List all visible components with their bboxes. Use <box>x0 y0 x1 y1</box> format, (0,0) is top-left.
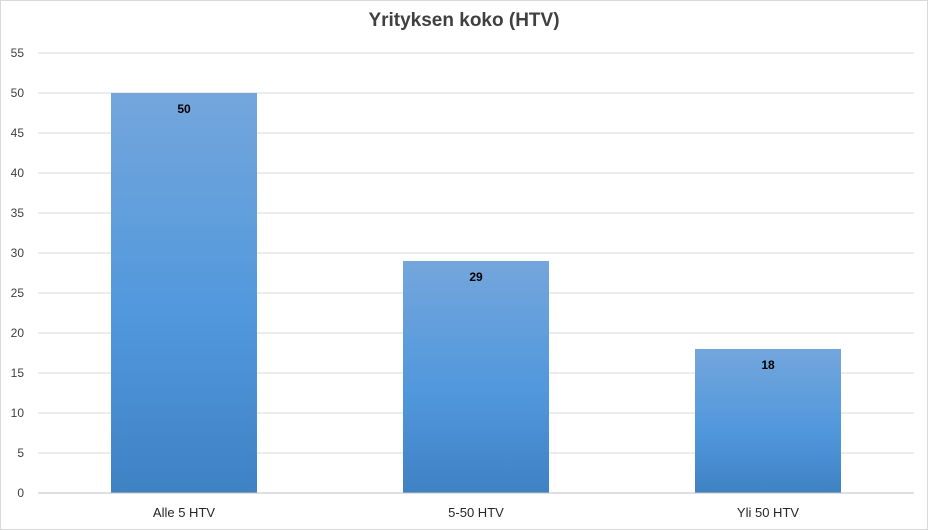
y-tick-label: 40 <box>11 166 25 180</box>
y-tick-label: 30 <box>11 246 25 260</box>
y-tick-label: 50 <box>11 86 25 100</box>
y-tick-label: 10 <box>11 406 25 420</box>
bar-1 <box>111 93 257 493</box>
y-tick-label: 5 <box>17 446 24 460</box>
x-tick-label: Alle 5 HTV <box>153 505 215 520</box>
data-label: 18 <box>761 358 775 372</box>
y-tick-label: 45 <box>11 126 25 140</box>
data-label: 50 <box>177 102 191 116</box>
y-tick-label: 20 <box>11 326 25 340</box>
x-tick-label: Yli 50 HTV <box>737 505 799 520</box>
x-tick-label: 5-50 HTV <box>448 505 504 520</box>
y-tick-label: 0 <box>17 486 24 500</box>
y-tick-label: 25 <box>11 286 25 300</box>
axes: 0 5 10 15 20 25 30 35 40 45 50 55 Alle 5 HTV 5-50 HTV… <box>11 46 914 520</box>
data-label: 29 <box>469 270 483 284</box>
chart-title: Yrityksen koko (HTV) <box>368 10 560 31</box>
bar-3 <box>695 349 841 493</box>
y-tick-label: 55 <box>11 46 25 60</box>
bars: 50 29 18 <box>111 93 841 493</box>
y-tick-label: 35 <box>11 206 25 220</box>
y-tick-label: 15 <box>11 366 25 380</box>
bar-2 <box>403 261 549 493</box>
